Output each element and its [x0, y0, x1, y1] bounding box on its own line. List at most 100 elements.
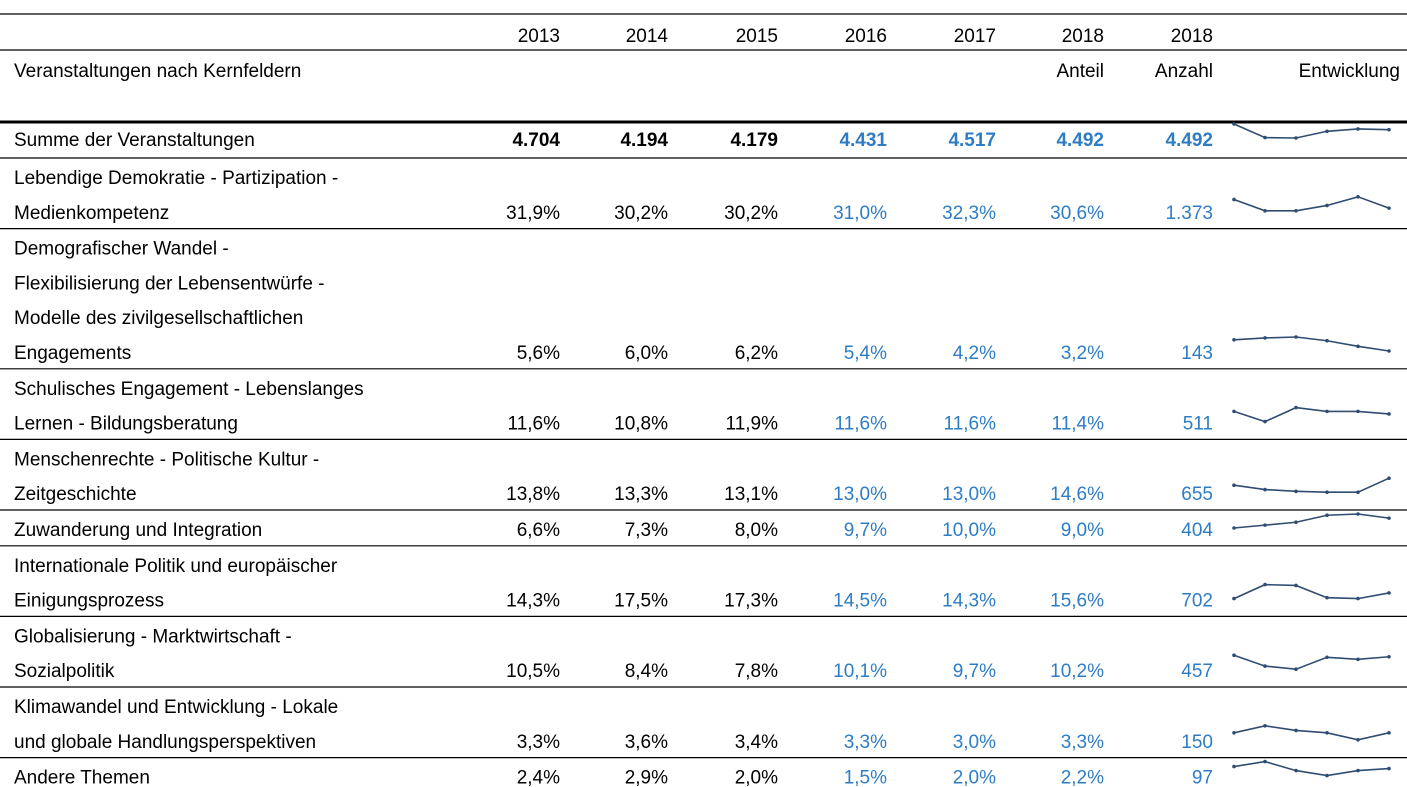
- cell: 9,7%: [844, 520, 887, 541]
- cell: 1.373: [1165, 203, 1213, 224]
- sparkline-point: [1356, 657, 1360, 662]
- sparkline-point: [1263, 487, 1267, 492]
- sparkline-point: [1325, 409, 1329, 414]
- sparkline: [1233, 123, 1390, 139]
- sparkline-point: [1294, 136, 1298, 140]
- column-header: Entwicklung: [1299, 61, 1400, 82]
- sparkline-point: [1356, 768, 1360, 773]
- year-header: 2013: [518, 26, 560, 47]
- row-label: Menschenrechte - Politische Kultur -: [14, 449, 319, 470]
- cell: 4.704: [512, 130, 560, 151]
- cell: 8,4%: [625, 661, 668, 682]
- cell: 4,2%: [953, 343, 996, 364]
- cell: 11,6%: [835, 414, 888, 435]
- sparkline-point: [1325, 129, 1329, 134]
- cell: 4.492: [1165, 130, 1213, 151]
- sparkline-point: [1356, 490, 1360, 495]
- sparkline: [1233, 760, 1390, 777]
- sparkline-point: [1325, 513, 1329, 518]
- row-label: Summe der Veranstaltungen: [14, 130, 255, 151]
- cell: 14,6%: [1050, 484, 1104, 505]
- sparkline-point: [1325, 655, 1329, 660]
- sparkline-point: [1232, 526, 1236, 530]
- row-label: Einigungsprozess: [14, 591, 164, 612]
- row-label: Lernen - Bildungsberatung: [14, 414, 238, 435]
- year-header: 2018: [1171, 26, 1213, 47]
- cell: 4.431: [839, 130, 887, 151]
- cell: 2,4%: [517, 768, 560, 787]
- cell: 31,0%: [833, 203, 887, 224]
- cell: 17,3%: [724, 591, 778, 612]
- cell: 2,0%: [953, 768, 996, 787]
- cell: 11,6%: [944, 414, 997, 435]
- year-header: 2018: [1062, 26, 1104, 47]
- row-label: Demografischer Wandel -: [14, 239, 229, 260]
- cell: 13,8%: [506, 484, 560, 505]
- cell: 3,6%: [625, 732, 668, 753]
- sparkline-point: [1356, 738, 1360, 742]
- cell: 5,6%: [517, 343, 560, 364]
- sparkline-point: [1325, 595, 1329, 600]
- sparkline-point: [1387, 127, 1391, 132]
- cell: 4.517: [948, 130, 996, 151]
- year-header: 2016: [845, 26, 887, 47]
- sparkline-point: [1263, 582, 1267, 587]
- sparkline-point: [1232, 764, 1236, 769]
- sparkline-point: [1294, 209, 1298, 213]
- sparkline-point: [1387, 766, 1391, 771]
- sparkline-point: [1325, 731, 1329, 735]
- cell: 1,5%: [844, 768, 887, 787]
- cell: 10,1%: [833, 661, 887, 682]
- sparkline-point: [1356, 596, 1360, 601]
- row-label: Modelle des zivilgesellschaftlichen: [14, 308, 303, 329]
- cell: 3,3%: [517, 732, 560, 753]
- cell: 457: [1181, 661, 1213, 682]
- cell: 17,5%: [614, 591, 668, 612]
- sparkline-point: [1263, 724, 1267, 728]
- sparkline-point: [1387, 591, 1391, 595]
- sparkline-point: [1232, 122, 1236, 126]
- sparkline-point: [1294, 489, 1298, 494]
- table-title: Veranstaltungen nach Kernfeldern: [14, 61, 301, 82]
- sparkline-point: [1356, 409, 1360, 414]
- cell: 8,0%: [735, 520, 778, 541]
- cell: 30,2%: [614, 203, 668, 224]
- sparkline-point: [1387, 476, 1391, 481]
- cell: 2,9%: [625, 768, 668, 787]
- sparkline-point: [1356, 344, 1360, 349]
- sparkline-point: [1387, 206, 1391, 210]
- cell: 4.179: [730, 130, 778, 151]
- sparkline-point: [1232, 409, 1236, 414]
- cell: 15,6%: [1050, 591, 1104, 612]
- cell: 6,6%: [517, 520, 560, 541]
- sparkline: [1233, 406, 1390, 423]
- cell: 7,3%: [625, 520, 668, 541]
- cell: 32,3%: [942, 203, 996, 224]
- sparkline: [1233, 583, 1390, 600]
- row-label: Medienkompetenz: [14, 203, 169, 224]
- cell: 10,0%: [942, 520, 996, 541]
- sparkline: [1233, 195, 1390, 212]
- sparkline-point: [1232, 731, 1236, 735]
- sparkline-point: [1325, 338, 1329, 343]
- sparkline-point: [1263, 135, 1267, 140]
- cell: 31,9%: [506, 203, 560, 224]
- cell: 3,0%: [953, 732, 996, 753]
- cell: 4.194: [620, 130, 668, 151]
- cell: 404: [1181, 520, 1213, 541]
- cell: 7,8%: [735, 661, 778, 682]
- cell: 11,9%: [726, 414, 779, 435]
- sparkline-point: [1356, 512, 1360, 516]
- cell: 150: [1181, 732, 1213, 753]
- cell: 13,1%: [724, 484, 778, 505]
- cell: 511: [1183, 414, 1213, 435]
- sparkline-point: [1263, 759, 1267, 764]
- cell: 10,2%: [1050, 661, 1104, 682]
- sparkline-point: [1232, 338, 1236, 342]
- sparkline-point: [1263, 419, 1267, 424]
- cell: 5,4%: [844, 343, 887, 364]
- cell: 2,0%: [735, 768, 778, 787]
- sparkline-point: [1232, 653, 1236, 657]
- cell: 30,2%: [724, 203, 778, 224]
- row-label: Schulisches Engagement - Lebenslanges: [14, 379, 364, 400]
